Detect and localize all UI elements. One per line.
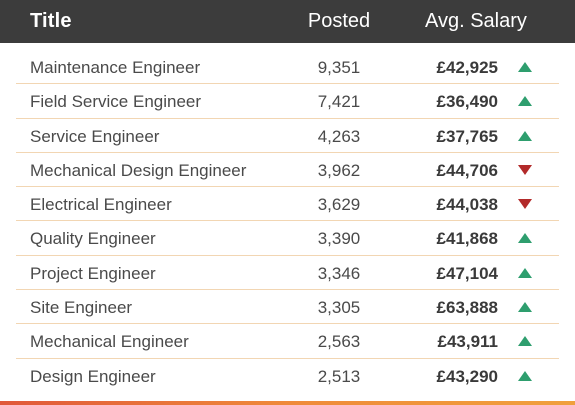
table-body: Maintenance Engineer 9,351 £42,925 Field Se… — [0, 50, 575, 393]
job-title: Electrical Engineer — [30, 195, 172, 215]
posted-count: 3,305 — [317, 298, 361, 318]
posted-count: 4,263 — [317, 126, 361, 146]
posted-count: 3,390 — [317, 229, 361, 249]
job-title: Quality Engineer — [30, 229, 156, 249]
table-row: Project Engineer 3,346 £47,104 — [16, 256, 559, 291]
average-salary: £41,868 — [436, 229, 498, 249]
average-salary: £36,490 — [436, 92, 498, 112]
table-row: Electrical Engineer 3,629 £44,038 — [16, 187, 559, 222]
job-title: Project Engineer — [30, 263, 156, 283]
table-row: Design Engineer 2,513 £43,290 — [16, 359, 559, 393]
average-salary: £63,888 — [436, 298, 498, 318]
table-row: Maintenance Engineer 9,351 £42,925 — [16, 50, 559, 85]
trend-up-icon — [518, 130, 532, 141]
trend-up-icon — [518, 336, 532, 347]
table-row: Site Engineer 3,305 £63,888 — [16, 290, 559, 325]
average-salary: £44,038 — [436, 195, 498, 215]
average-salary: £43,290 — [436, 366, 498, 386]
table-row: Field Service Engineer 7,421 £36,490 — [16, 84, 559, 119]
table-row: Mechanical Design Engineer 3,962 £44,706 — [16, 153, 559, 188]
accent-bar — [0, 401, 575, 405]
job-title: Service Engineer — [30, 126, 160, 146]
job-title: Design Engineer — [30, 366, 156, 386]
job-title: Mechanical Engineer — [30, 332, 189, 352]
posted-count: 2,513 — [317, 366, 361, 386]
average-salary: £47,104 — [436, 263, 498, 283]
posted-count: 9,351 — [317, 58, 361, 77]
table-row: Quality Engineer 3,390 £41,868 — [16, 221, 559, 256]
table-row: Mechanical Engineer 2,563 £43,911 — [16, 324, 559, 359]
trend-up-icon — [518, 233, 532, 244]
posted-count: 7,421 — [317, 92, 361, 112]
table-header: Title Posted Avg. Salary — [0, 0, 575, 43]
job-title: Mechanical Design Engineer — [30, 160, 247, 180]
job-title: Field Service Engineer — [30, 92, 202, 112]
posted-count: 3,346 — [317, 263, 361, 283]
posted-count: 3,962 — [317, 160, 361, 180]
posted-count: 2,563 — [317, 332, 361, 352]
trend-up-icon — [518, 267, 532, 278]
header-posted: Posted — [307, 10, 371, 32]
posted-count: 3,629 — [317, 195, 361, 215]
header-salary: Avg. Salary — [425, 10, 527, 32]
trend-down-icon — [518, 199, 532, 210]
average-salary: £37,765 — [436, 126, 498, 146]
trend-up-icon — [518, 302, 532, 313]
trend-down-icon — [518, 164, 532, 175]
job-title: Site Engineer — [30, 298, 133, 318]
trend-up-icon — [518, 96, 532, 107]
average-salary: £44,706 — [436, 160, 498, 180]
average-salary: £43,911 — [437, 332, 498, 352]
header-title: Title — [30, 10, 72, 32]
job-title: Maintenance Engineer — [30, 58, 201, 77]
trend-up-icon — [518, 62, 532, 72]
table-row: Service Engineer 4,263 £37,765 — [16, 119, 559, 153]
trend-up-icon — [518, 370, 532, 381]
average-salary: £42,925 — [436, 58, 498, 77]
